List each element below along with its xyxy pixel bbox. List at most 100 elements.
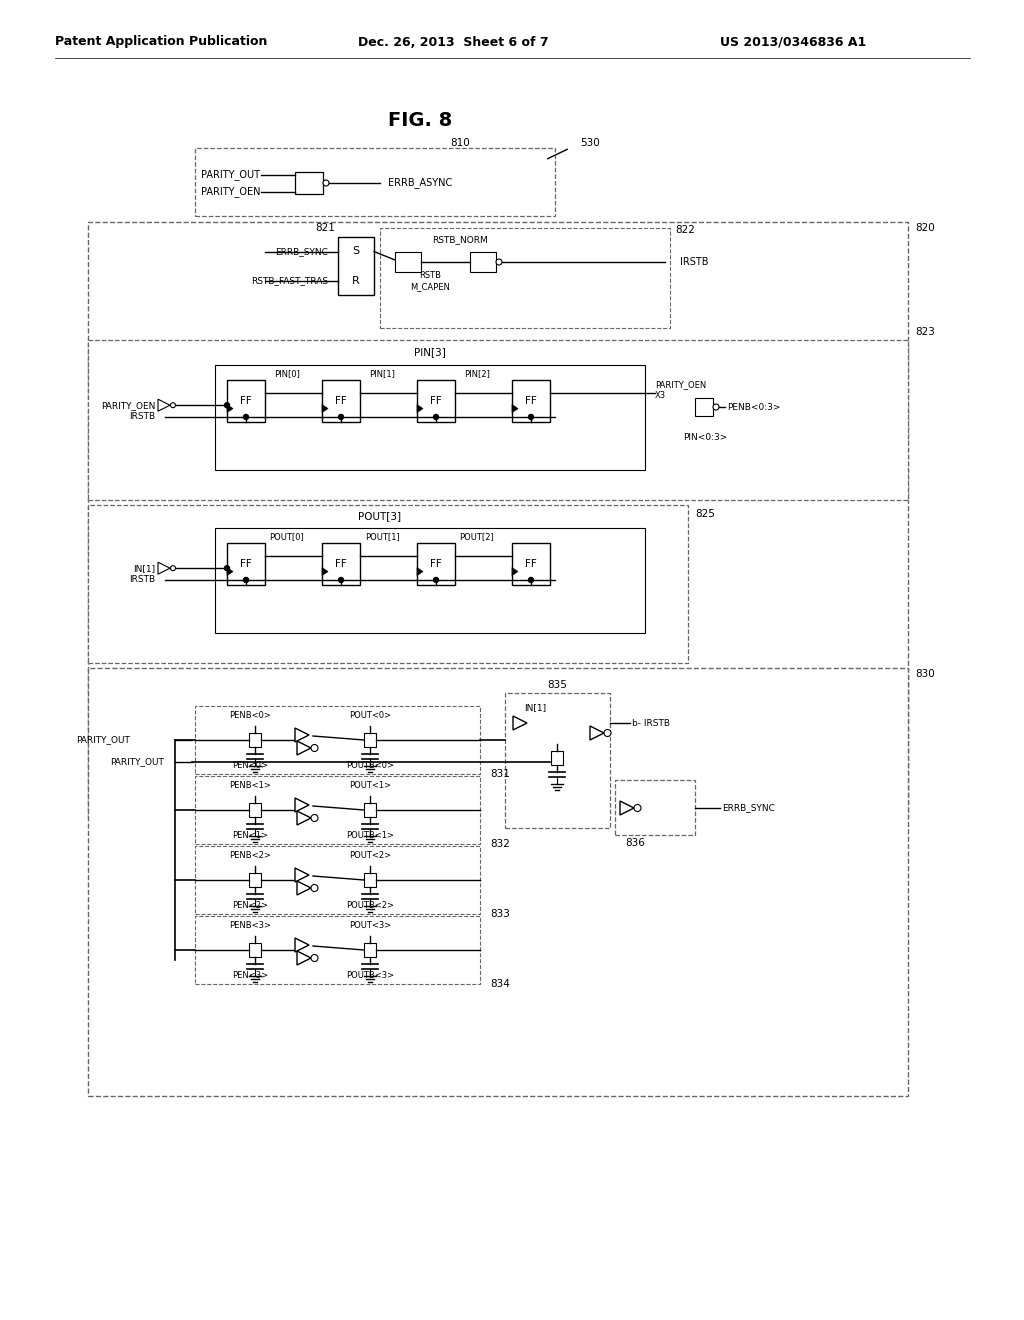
Circle shape (311, 954, 318, 961)
Bar (88, 341, 908, 500)
Bar (417, 543, 455, 585)
Polygon shape (295, 939, 309, 952)
Text: FF: FF (430, 558, 442, 569)
Text: 835: 835 (548, 680, 567, 690)
Text: PENB<0:3>: PENB<0:3> (727, 403, 780, 412)
Text: 820: 820 (915, 223, 935, 234)
Text: FF: FF (335, 396, 347, 407)
Text: IRSTB: IRSTB (129, 576, 155, 585)
Text: PEN<2>: PEN<2> (232, 902, 268, 911)
Bar (195, 706, 480, 774)
Bar (364, 942, 376, 957)
Text: RSTB: RSTB (419, 271, 441, 280)
Polygon shape (295, 729, 309, 742)
Text: IN[1]: IN[1] (524, 704, 546, 713)
Bar (227, 543, 265, 585)
Bar (695, 399, 713, 416)
Bar (512, 380, 550, 422)
Polygon shape (322, 404, 328, 413)
Text: POUTB<2>: POUTB<2> (346, 902, 394, 911)
Text: PIN[3]: PIN[3] (414, 347, 445, 356)
Text: PIN<0:3>: PIN<0:3> (683, 433, 727, 441)
Bar (364, 873, 376, 887)
Circle shape (311, 744, 318, 751)
Text: POUTB<1>: POUTB<1> (346, 832, 394, 841)
Bar (551, 751, 563, 766)
Text: FIG. 8: FIG. 8 (388, 111, 453, 129)
Bar (512, 543, 550, 585)
Polygon shape (322, 568, 328, 576)
Bar (417, 380, 455, 422)
Text: Patent Application Publication: Patent Application Publication (55, 36, 267, 49)
Text: 825: 825 (695, 510, 715, 519)
Text: POUT[3]: POUT[3] (358, 511, 401, 521)
Bar (249, 873, 261, 887)
Polygon shape (512, 568, 518, 576)
Bar (380, 228, 670, 327)
Bar (615, 780, 695, 836)
Bar (249, 942, 261, 957)
Polygon shape (297, 950, 311, 965)
Text: IRSTB: IRSTB (129, 412, 155, 421)
Bar (195, 846, 480, 913)
Polygon shape (297, 741, 311, 755)
Circle shape (496, 259, 502, 265)
Text: POUT<0>: POUT<0> (349, 710, 391, 719)
Text: POUT<3>: POUT<3> (349, 920, 391, 929)
Circle shape (224, 566, 229, 570)
Bar (295, 172, 323, 194)
Text: PARITY_OEN: PARITY_OEN (655, 380, 707, 389)
Bar (88, 668, 908, 1096)
Polygon shape (158, 399, 170, 412)
Text: FF: FF (335, 558, 347, 569)
Text: POUTB<3>: POUTB<3> (346, 972, 394, 981)
Bar (395, 252, 421, 272)
Text: 822: 822 (675, 224, 695, 235)
Text: PARITY_OUT: PARITY_OUT (201, 169, 260, 181)
Text: PEN<0>: PEN<0> (232, 762, 268, 771)
Polygon shape (227, 568, 233, 576)
Polygon shape (513, 715, 527, 730)
Bar (215, 366, 645, 470)
Polygon shape (297, 810, 311, 825)
Bar (88, 506, 688, 663)
Text: POUT[2]: POUT[2] (460, 532, 495, 541)
Text: 836: 836 (625, 838, 645, 847)
Polygon shape (295, 869, 309, 882)
Circle shape (244, 577, 249, 582)
Text: PIN[1]: PIN[1] (369, 370, 395, 379)
Text: 830: 830 (915, 669, 935, 678)
Text: POUTB<0>: POUTB<0> (346, 762, 394, 771)
Bar (195, 776, 480, 843)
Text: FF: FF (240, 396, 252, 407)
Bar (470, 252, 496, 272)
Bar (249, 803, 261, 817)
Text: RSTB_NORM: RSTB_NORM (432, 235, 487, 244)
Text: POUT<1>: POUT<1> (349, 780, 391, 789)
Circle shape (171, 403, 175, 408)
Text: PENB<0>: PENB<0> (229, 710, 271, 719)
Text: PENB<2>: PENB<2> (229, 850, 271, 859)
Bar (364, 803, 376, 817)
Text: 821: 821 (315, 223, 335, 234)
Circle shape (528, 414, 534, 420)
Bar (322, 380, 360, 422)
Bar (195, 916, 480, 983)
Text: 832: 832 (490, 840, 510, 849)
Bar (88, 222, 908, 817)
Text: FF: FF (240, 558, 252, 569)
Text: PEN<3>: PEN<3> (232, 972, 268, 981)
Text: POUT[1]: POUT[1] (365, 532, 399, 541)
Bar (322, 543, 360, 585)
Text: Dec. 26, 2013  Sheet 6 of 7: Dec. 26, 2013 Sheet 6 of 7 (358, 36, 549, 49)
Polygon shape (590, 726, 604, 741)
Text: R: R (352, 276, 359, 285)
Bar (505, 693, 610, 828)
Text: FF: FF (525, 558, 537, 569)
Text: 810: 810 (451, 139, 470, 148)
Text: PARITY_OUT: PARITY_OUT (76, 735, 130, 744)
Circle shape (339, 577, 343, 582)
Bar (338, 238, 374, 294)
Polygon shape (297, 880, 311, 895)
Polygon shape (227, 404, 233, 413)
